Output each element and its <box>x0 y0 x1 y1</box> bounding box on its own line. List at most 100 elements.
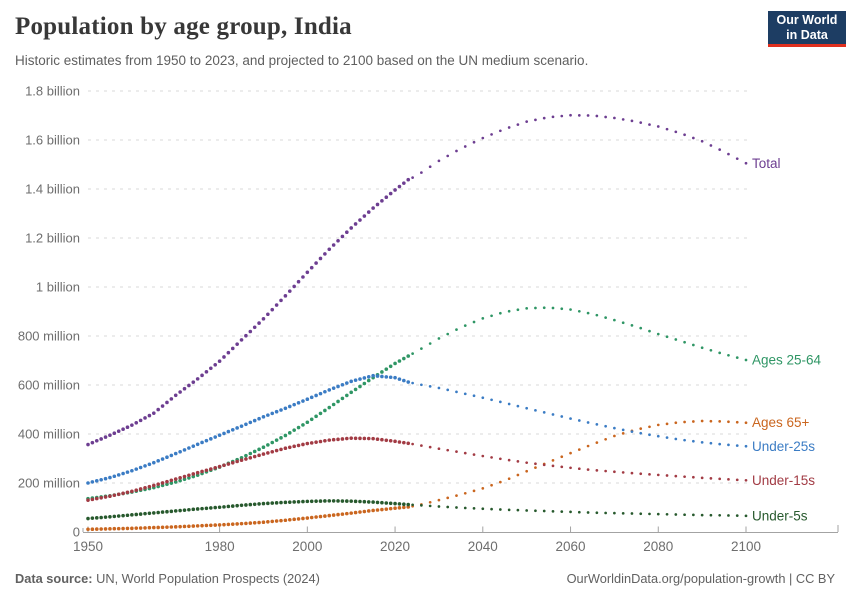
series-label-under-25s[interactable]: Under-25s <box>752 439 815 454</box>
projected-data-point <box>463 324 467 327</box>
projected-data-point <box>525 461 529 465</box>
series-dots-ages-65[interactable] <box>86 419 748 532</box>
data-point <box>103 435 108 439</box>
data-point <box>160 483 165 488</box>
projected-data-point <box>630 119 634 123</box>
projected-data-point <box>604 437 607 441</box>
data-point <box>108 475 112 480</box>
projected-data-point <box>437 447 441 451</box>
projected-data-point <box>744 421 748 425</box>
data-point <box>266 501 270 506</box>
series-dots-under-15s[interactable] <box>86 436 748 502</box>
data-point <box>103 515 108 519</box>
data-point <box>217 505 222 510</box>
data-point <box>371 206 375 210</box>
data-point <box>388 364 393 369</box>
data-point <box>235 503 239 508</box>
projected-data-point <box>621 118 625 121</box>
series-label-ages-65[interactable]: Ages 65+ <box>752 415 810 430</box>
data-point <box>152 460 156 465</box>
data-point <box>239 458 244 463</box>
series-label-ages-25-64[interactable]: Ages 25-64 <box>752 353 822 368</box>
data-point <box>388 375 393 380</box>
projected-data-point <box>490 507 493 511</box>
projected-data-point <box>648 123 651 126</box>
series-label-under-5s[interactable]: Under-5s <box>752 508 808 523</box>
data-point <box>388 506 393 511</box>
projected-data-point <box>481 136 485 140</box>
data-point <box>366 509 371 513</box>
series-dots-total[interactable] <box>86 113 748 447</box>
projected-data-point <box>437 337 441 340</box>
data-point <box>112 526 117 531</box>
data-point <box>252 502 257 507</box>
projected-data-point <box>428 445 432 449</box>
projected-data-point <box>709 419 713 423</box>
data-point <box>349 436 354 440</box>
data-point <box>366 210 371 214</box>
data-point <box>292 444 296 449</box>
projected-data-point <box>472 453 476 456</box>
projected-data-point <box>428 500 432 504</box>
data-point <box>345 230 349 235</box>
data-point <box>173 393 178 398</box>
series-dots-under-5s[interactable] <box>86 499 748 521</box>
data-point <box>173 480 178 484</box>
data-point <box>287 289 292 293</box>
data-point <box>397 440 402 444</box>
projected-data-point <box>463 451 467 455</box>
projected-data-point <box>455 506 458 509</box>
data-point <box>191 474 196 479</box>
owid-logo[interactable]: Our World in Data <box>768 11 846 47</box>
projected-data-point <box>700 346 704 350</box>
data-point <box>327 438 332 442</box>
data-point <box>274 438 279 442</box>
series-label-total[interactable]: Total <box>752 156 781 171</box>
projected-data-point <box>498 480 502 484</box>
projected-data-point <box>586 311 590 315</box>
data-point <box>222 463 226 468</box>
series-label-under-15s[interactable]: Under-15s <box>752 473 815 488</box>
data-point <box>336 384 340 389</box>
data-point <box>309 515 314 520</box>
data-point <box>90 497 95 502</box>
projected-data-point <box>735 514 739 517</box>
data-point <box>380 500 384 505</box>
projected-data-point <box>560 465 564 469</box>
data-point <box>384 507 389 511</box>
data-point <box>309 441 314 445</box>
data-point <box>296 401 301 405</box>
data-point <box>388 439 393 443</box>
data-point <box>134 488 139 492</box>
x-tick-label: 1950 <box>73 539 103 554</box>
data-point <box>393 375 397 380</box>
y-tick-label: 1.2 billion <box>25 231 80 246</box>
projected-data-point <box>586 114 590 117</box>
data-point <box>349 511 354 515</box>
projected-data-point <box>446 505 450 509</box>
data-point <box>375 437 380 441</box>
data-point <box>266 312 270 317</box>
projected-data-point <box>665 422 669 426</box>
projected-data-point <box>595 313 599 317</box>
data-point <box>147 525 152 530</box>
projected-data-point <box>630 430 634 433</box>
projected-data-point <box>744 514 748 518</box>
series-dots-ages-25-64[interactable] <box>86 306 748 501</box>
data-point <box>226 504 231 509</box>
data-point <box>283 446 288 451</box>
projected-data-point <box>490 483 493 487</box>
projected-data-point <box>630 324 634 327</box>
data-point <box>402 505 406 510</box>
x-tick-label: 2080 <box>643 539 673 554</box>
projected-data-point <box>498 129 502 133</box>
series-dots-under-25s[interactable] <box>86 373 748 485</box>
projected-data-point <box>639 472 643 476</box>
data-point <box>217 523 222 527</box>
data-point <box>134 512 139 517</box>
data-point <box>366 375 371 379</box>
data-point <box>248 329 253 334</box>
data-point <box>402 181 406 185</box>
